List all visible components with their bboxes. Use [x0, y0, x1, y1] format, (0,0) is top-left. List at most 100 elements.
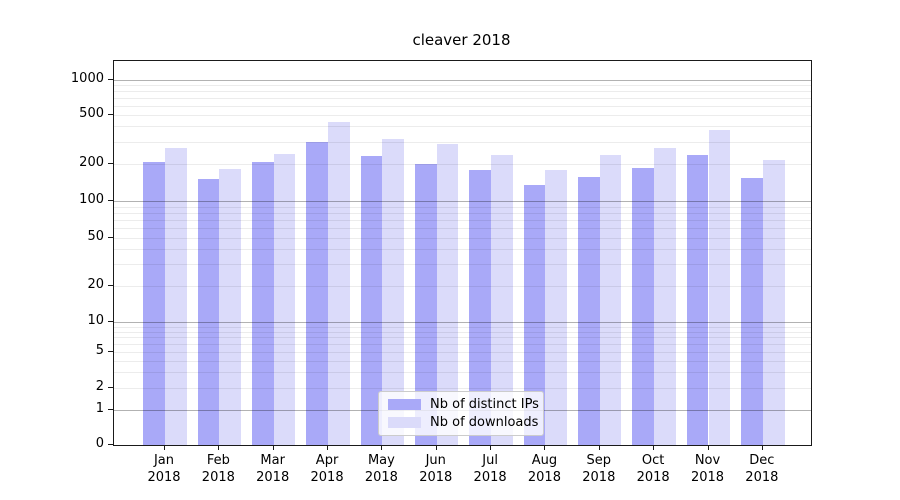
x-tick-label: Nov 2018 — [690, 453, 725, 485]
bar-downloads — [491, 154, 513, 445]
gridline-minor — [114, 85, 811, 87]
bar-distinct-ips — [197, 178, 220, 445]
y-tick-label: 20 — [87, 276, 104, 292]
bar-downloads — [762, 159, 785, 445]
bar-distinct-ips — [252, 162, 274, 445]
gridline-minor — [114, 114, 811, 116]
legend-swatch-downloads — [388, 417, 421, 428]
x-tick-mark — [490, 445, 492, 450]
y-tick-label: 100 — [79, 192, 104, 207]
x-tick-label: Aug 2018 — [527, 453, 561, 485]
x-tick-label: Apr 2018 — [310, 453, 344, 485]
x-tick-label: Oct 2018 — [636, 453, 670, 485]
y-tick-label: 1 — [95, 401, 104, 416]
x-tick-label: Sep 2018 — [582, 453, 616, 485]
y-tick-label: 5 — [95, 343, 104, 358]
bar-distinct-ips — [415, 163, 437, 445]
bar-downloads — [273, 153, 296, 445]
y-tick-label: 2 — [95, 378, 104, 394]
gridline-minor — [114, 331, 811, 333]
x-tick-label: Feb 2018 — [201, 453, 235, 485]
plot-area — [113, 60, 812, 446]
y-tick-label: 50 — [87, 228, 104, 244]
gridline-minor — [114, 387, 811, 389]
x-tick-label: Jan 2018 — [147, 453, 181, 485]
x-tick-mark — [164, 445, 165, 450]
gridline-minor — [114, 141, 811, 143]
gridline-minor — [114, 206, 811, 208]
bar-distinct-ips — [686, 154, 709, 445]
bar-downloads — [708, 130, 731, 445]
y-tick-mark — [108, 162, 113, 164]
legend-item-distinct-ips: Nb of distinct IPs — [379, 397, 543, 412]
y-tick-label: 500 — [79, 105, 104, 121]
gridline-minor — [114, 237, 811, 239]
gridline-minor — [114, 360, 811, 362]
x-tick-mark — [218, 445, 220, 450]
legend-label-downloads: Nb of downloads — [430, 415, 539, 430]
y-tick-mark — [108, 386, 113, 388]
y-tick-mark — [108, 409, 113, 410]
bar-downloads — [165, 147, 187, 445]
gridline-minor — [114, 344, 811, 346]
bar-downloads — [328, 122, 350, 445]
x-tick-mark — [327, 445, 329, 450]
chart-title: cleaver 2018 — [412, 31, 511, 49]
legend-label-distinct-ips: Nb of distinct IPs — [430, 397, 539, 412]
bar-downloads — [382, 139, 405, 445]
bar-distinct-ips — [523, 185, 546, 445]
gridline-minor — [114, 371, 811, 373]
bar-distinct-ips — [360, 155, 383, 445]
x-tick-mark — [435, 445, 437, 450]
x-tick-label: May 2018 — [364, 453, 398, 485]
gridline-major — [114, 80, 811, 82]
bar-distinct-ips — [578, 176, 600, 445]
x-tick-label: Dec 2018 — [745, 453, 779, 485]
x-tick-mark — [544, 445, 546, 450]
gridline-minor — [114, 264, 811, 266]
x-tick-label: Mar 2018 — [256, 453, 290, 485]
bar-downloads — [599, 155, 622, 445]
gridline-minor — [114, 337, 811, 339]
gridline-major — [114, 322, 811, 323]
y-tick-mark — [108, 351, 113, 352]
gridline-minor — [114, 163, 811, 165]
gridline-minor — [114, 212, 811, 214]
bar-downloads — [436, 144, 459, 445]
bar-distinct-ips — [632, 168, 655, 445]
y-tick-label: 10 — [87, 313, 104, 328]
bar-distinct-ips — [143, 162, 165, 445]
gridline-minor — [114, 91, 811, 93]
y-tick-mark — [108, 321, 113, 322]
gridline-minor — [114, 105, 811, 107]
x-tick-label: Jun 2018 — [419, 453, 453, 485]
y-tick-mark — [108, 236, 113, 238]
y-tick-mark — [108, 113, 113, 115]
x-tick-label: Jul 2018 — [473, 453, 507, 485]
legend-item-downloads: Nb of downloads — [379, 415, 543, 430]
x-tick-mark — [653, 445, 655, 450]
y-tick-label: 0 — [95, 435, 104, 451]
x-tick-mark — [761, 445, 763, 450]
bar-downloads — [219, 168, 242, 445]
y-tick-mark — [108, 284, 113, 286]
bar-distinct-ips — [306, 142, 329, 445]
x-tick-mark — [381, 445, 383, 450]
legend: Nb of distinct IPs Nb of downloads — [378, 391, 544, 436]
gridline-minor — [114, 352, 811, 353]
legend-swatch-distinct-ips — [388, 399, 421, 410]
gridline-minor — [114, 126, 811, 128]
gridline-minor — [114, 219, 811, 221]
y-tick-mark — [108, 200, 113, 201]
gridline-minor — [114, 326, 811, 328]
bar-distinct-ips — [741, 177, 763, 445]
x-tick-mark — [598, 445, 600, 450]
gridline-minor — [114, 285, 811, 287]
x-tick-mark — [272, 445, 274, 450]
gridline-minor — [114, 97, 811, 99]
y-tick-mark — [108, 79, 113, 81]
y-tick-label: 1000 — [70, 71, 104, 87]
bar-downloads — [654, 148, 676, 445]
gridline-minor — [114, 249, 811, 251]
